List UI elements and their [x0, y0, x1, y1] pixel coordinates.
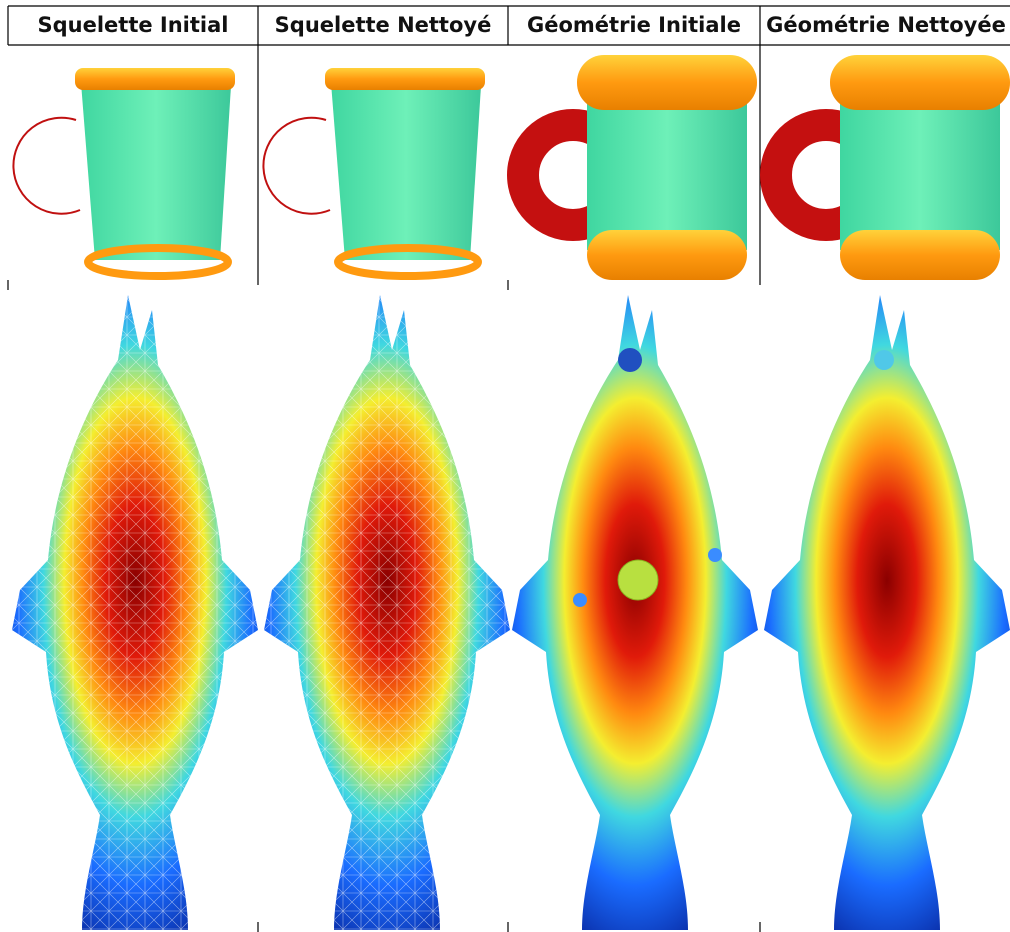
- cup-geometry-image: [776, 55, 1010, 280]
- cup-geometry-image: [523, 55, 757, 280]
- fish-geometry-image: [512, 295, 758, 930]
- cup-skeleton-image: [13, 68, 235, 276]
- fish-geometry-image: [764, 295, 1010, 930]
- figure-table: Squelette Initial Squelette Nettoyé Géom…: [0, 0, 1010, 932]
- fish-skeleton-image: [12, 295, 258, 930]
- column-header: Squelette Nettoyé: [275, 13, 492, 37]
- fish-skeleton-image: [264, 295, 510, 930]
- column-header: Géométrie Nettoyée: [766, 13, 1006, 37]
- cup-skeleton-image: [263, 68, 485, 276]
- column-header: Squelette Initial: [38, 13, 229, 37]
- column-header: Géométrie Initiale: [527, 13, 741, 37]
